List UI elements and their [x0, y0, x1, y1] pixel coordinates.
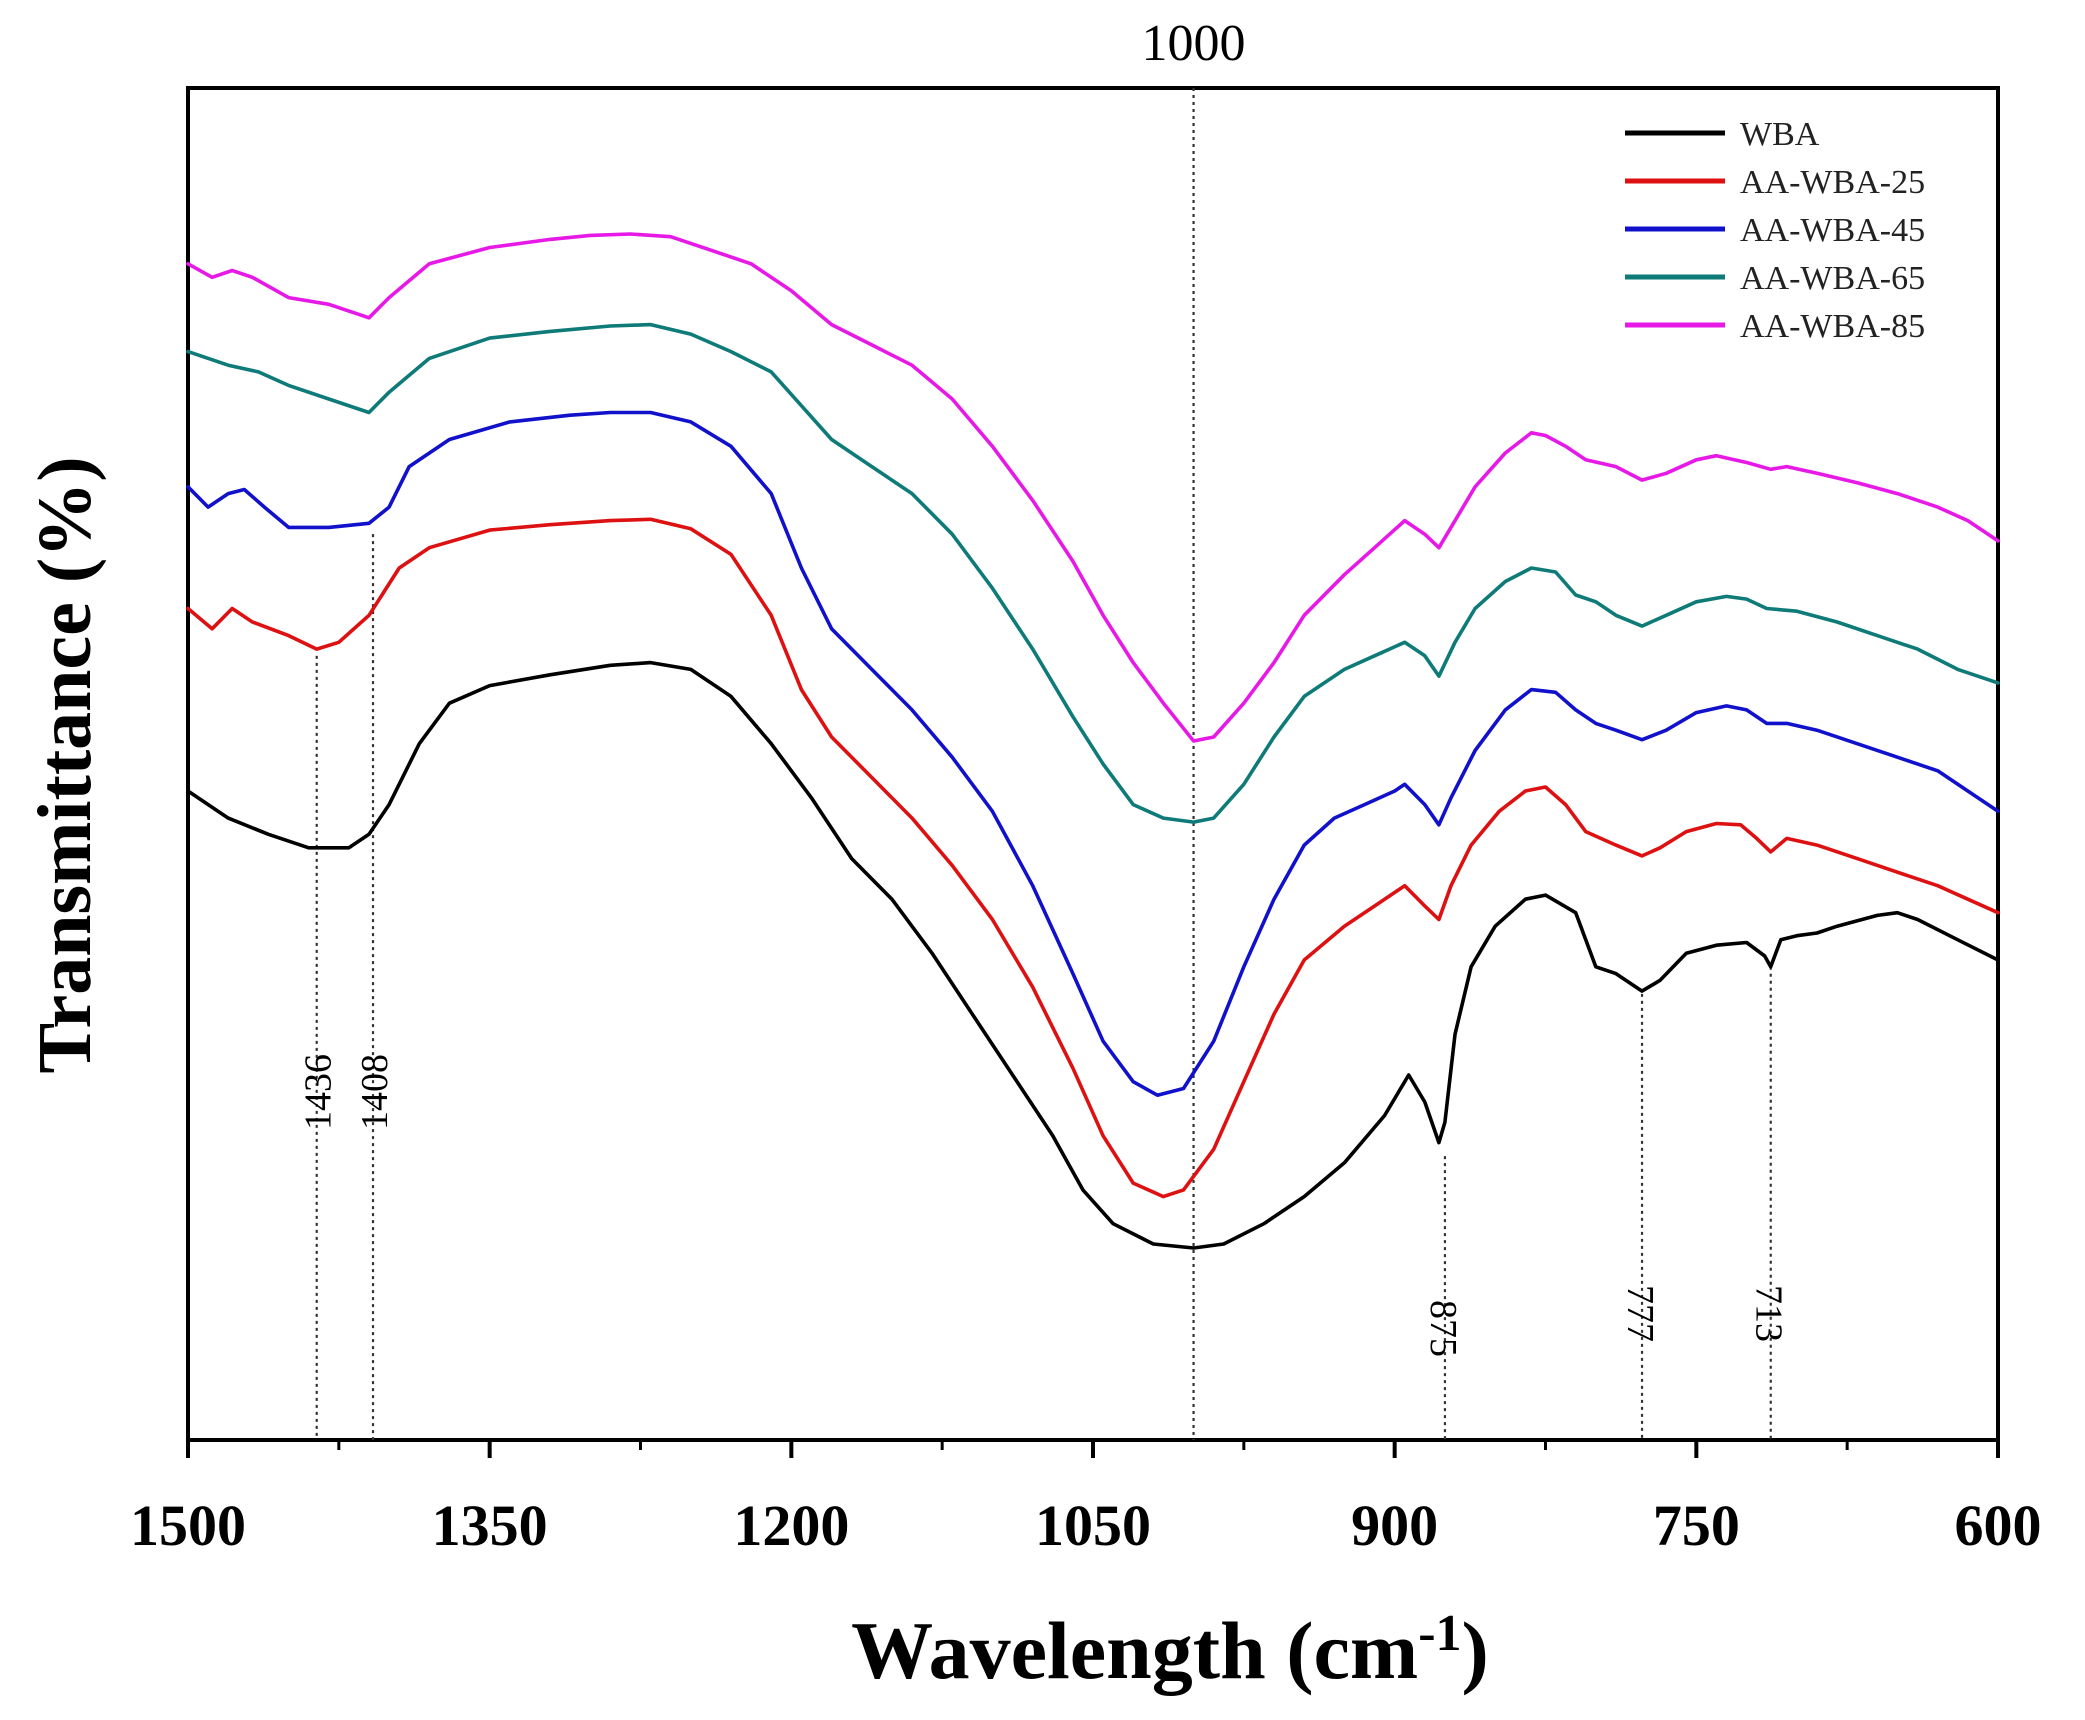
x-axis-title: Wavelength (cm-1)	[851, 1605, 1489, 1697]
peak-label-1436: 1436	[298, 1054, 340, 1130]
x-axis-title-unit-exp: -1	[1418, 1605, 1461, 1662]
series-line-wba	[186, 660, 2000, 1250]
legend-label-aa-wba-85: AA-WBA-85	[1740, 308, 1925, 345]
x-axis-title-unit-base: cm	[1314, 1605, 1419, 1696]
x-tick-label-1350: 1350	[432, 1493, 548, 1558]
series-line-aa-wba-45	[186, 410, 2000, 1097]
series-lines	[186, 232, 2000, 1250]
legend-label-wba: WBA	[1740, 116, 1820, 153]
x-tick-label-1500: 1500	[130, 1493, 246, 1558]
x-tick-label-1050: 1050	[1035, 1493, 1151, 1558]
legend-label-aa-wba-45: AA-WBA-45	[1740, 212, 1925, 249]
series-line-aa-wba-85	[186, 232, 2000, 743]
y-axis-title: Transmittance (%)	[23, 456, 107, 1073]
x-tick-label-750: 750	[1653, 1493, 1740, 1558]
legend-label-aa-wba-65: AA-WBA-65	[1740, 260, 1925, 297]
x-tick-label-900: 900	[1351, 1493, 1438, 1558]
series-line-aa-wba-65	[186, 322, 2000, 824]
plot-frame	[186, 86, 2000, 1442]
x-tick-label-600: 600	[1955, 1493, 2042, 1558]
x-axis-ticks: 1500 1350 1200 1050 900 750 600	[130, 1440, 2042, 1558]
peak-label-1000: 1000	[1142, 15, 1246, 72]
x-axis-title-unit-open: (	[1266, 1605, 1314, 1696]
peak-label-777: 777	[1619, 1285, 1661, 1342]
series-line-aa-wba-25	[186, 517, 2000, 1199]
legend: WBA AA-WBA-25 AA-WBA-45 AA-WBA-65 AA-WBA-85	[1625, 116, 1925, 345]
peak-label-1408: 1408	[354, 1054, 396, 1130]
peak-label-713: 713	[1748, 1285, 1790, 1342]
peak-label-875: 875	[1422, 1300, 1464, 1357]
x-axis-title-unit-close: )	[1462, 1605, 1489, 1696]
x-axis-title-text: Wavelength	[851, 1605, 1266, 1696]
legend-label-aa-wba-25: AA-WBA-25	[1740, 164, 1925, 201]
peak-markers: 1436 1408 1000 875 777 713	[298, 15, 1790, 1440]
x-tick-label-1200: 1200	[733, 1493, 849, 1558]
